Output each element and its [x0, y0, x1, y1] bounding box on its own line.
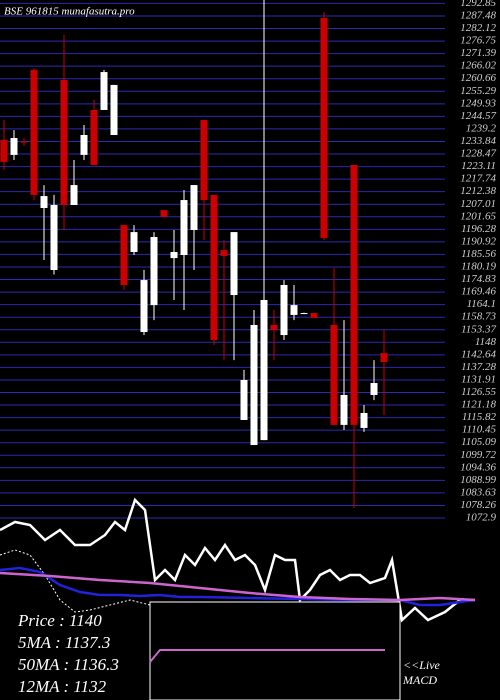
candle-body — [120, 225, 128, 285]
y-tick-label: 1260.66 — [460, 72, 496, 84]
candle-body — [290, 305, 298, 315]
candle-body — [240, 379, 248, 420]
candle-body — [140, 280, 148, 333]
y-tick-label: 1228.47 — [460, 148, 496, 160]
candle-body — [250, 324, 258, 446]
candle-body — [170, 251, 178, 259]
y-tick-label: 1158.73 — [461, 311, 496, 323]
candle-body — [380, 353, 388, 362]
candle-body — [10, 138, 18, 155]
candle-body — [20, 141, 28, 143]
candle-body — [150, 237, 158, 306]
candle-body — [330, 324, 338, 425]
y-tick-label: 1282.12 — [460, 22, 496, 34]
y-tick-label: 1223.11 — [461, 160, 496, 172]
y-tick-label: 1239.2 — [466, 122, 497, 134]
y-tick-label: 1190.92 — [461, 235, 496, 247]
stat-text: Price : 1140 — [17, 611, 102, 630]
y-tick-label: 1137.28 — [461, 361, 496, 373]
y-tick-label: 1131.91 — [461, 373, 496, 385]
y-tick-label: 1088.99 — [460, 474, 496, 486]
y-tick-label: 1142.64 — [461, 348, 496, 360]
y-tick-label: 1185.56 — [461, 248, 496, 260]
y-tick-label: 1148 — [475, 336, 497, 348]
candle-body — [160, 210, 168, 217]
y-tick-label: 1292.85 — [460, 0, 496, 9]
candle-body — [80, 135, 88, 155]
stat-text: 12MA : 1132 — [18, 677, 107, 696]
y-tick-label: 1164.1 — [467, 298, 496, 310]
y-tick-label: 1078.26 — [460, 499, 496, 511]
candle-body — [30, 69, 38, 195]
candles — [0, 0, 388, 508]
candle-body — [280, 284, 288, 336]
y-tick-label: 1099.72 — [460, 449, 496, 461]
candle-body — [260, 299, 268, 441]
y-tick-label: 1255.29 — [460, 85, 496, 97]
y-tick-label: 1105.09 — [461, 436, 496, 448]
y-tick-label: 1249.93 — [460, 97, 496, 109]
y-tick-label: 1115.82 — [462, 411, 497, 423]
macd-label: <<Live — [403, 658, 441, 672]
macd-line — [149, 649, 385, 663]
candle-body — [60, 80, 68, 205]
indicator-panel — [0, 497, 476, 623]
stat-text: 5MA : 1137.3 — [18, 633, 110, 652]
candle-body — [310, 313, 318, 318]
y-tick-label: 1212.38 — [460, 185, 496, 197]
y-tick-label: 1083.63 — [460, 486, 496, 498]
candle-body — [100, 72, 108, 110]
candle-body — [370, 383, 378, 395]
y-tick-label: 1110.45 — [462, 424, 497, 436]
candle-body — [110, 84, 118, 136]
y-tick-label: 1217.74 — [460, 173, 496, 185]
candle-body — [340, 394, 348, 425]
y-tick-label: 1233.84 — [460, 135, 496, 147]
y-tick-label: 1094.36 — [460, 461, 496, 473]
candle-body — [0, 139, 8, 162]
candle-body — [180, 200, 188, 256]
indicator-pink — [0, 571, 476, 602]
y-tick-label: 1244.57 — [460, 110, 496, 122]
stat-text: 50MA : 1136.3 — [18, 655, 119, 674]
y-tick-label: 1207.01 — [460, 198, 496, 210]
candle-body — [200, 120, 208, 201]
y-tick-label: 1271.39 — [460, 47, 496, 59]
candle-body — [190, 185, 198, 230]
y-tick-label: 1169.46 — [461, 286, 496, 298]
y-tick-label: 1196.28 — [461, 223, 496, 235]
indicator-blue — [0, 566, 476, 607]
y-tick-label: 1153.37 — [461, 323, 496, 335]
candle-body — [230, 232, 238, 296]
y-tick-label: 1201.65 — [460, 210, 496, 222]
candle-body — [320, 18, 328, 238]
candle-body — [70, 185, 78, 205]
y-tick-label: 1174.83 — [461, 273, 496, 285]
candle-body — [300, 313, 308, 315]
candle-body — [360, 412, 368, 428]
candle-body — [220, 250, 228, 256]
candle-body — [210, 194, 218, 340]
y-tick-label: 1126.55 — [461, 386, 496, 398]
candle-body — [40, 196, 48, 209]
chart-title: BSE 961815 munafasutra.pro — [4, 6, 135, 18]
y-tick-label: 1287.48 — [460, 9, 496, 21]
y-tick-label: 1266.02 — [460, 60, 496, 72]
candle-body — [130, 232, 138, 252]
candle-body — [350, 164, 358, 425]
y-tick-label: 1180.19 — [461, 261, 496, 273]
candle-body — [90, 109, 98, 165]
indicator-line — [0, 497, 475, 623]
candle-body — [50, 204, 58, 271]
macd-label: MACD — [402, 673, 437, 687]
candle-body — [270, 324, 278, 330]
y-tick-label: 1121.18 — [461, 399, 496, 411]
y-tick-label: 1072.9 — [466, 512, 497, 524]
grid: 1072.91078.261083.631088.991094.361099.7… — [0, 0, 497, 524]
y-tick-label: 1276.75 — [460, 35, 496, 47]
